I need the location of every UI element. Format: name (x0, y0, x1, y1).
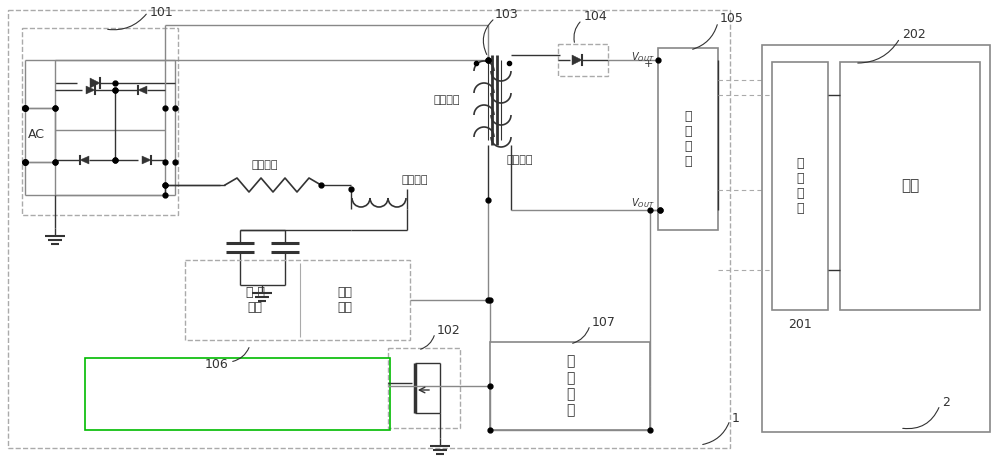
Text: 2: 2 (942, 396, 950, 409)
Text: 106: 106 (204, 358, 228, 371)
Text: $V_{OUT}$: $V_{OUT}$ (631, 50, 655, 64)
Text: 充
电
接
口: 充 电 接 口 (796, 157, 804, 215)
Text: 1: 1 (732, 412, 740, 425)
Text: 101: 101 (150, 6, 174, 18)
Text: 102: 102 (437, 323, 461, 336)
Text: 电压
采样: 电压 采样 (338, 286, 352, 314)
Text: 辅助绕组: 辅助绕组 (401, 175, 428, 185)
Text: AC: AC (28, 128, 45, 141)
Text: 201: 201 (788, 318, 812, 332)
Polygon shape (80, 156, 89, 164)
Polygon shape (90, 78, 100, 88)
Polygon shape (142, 156, 151, 164)
Polygon shape (572, 55, 582, 65)
Polygon shape (138, 86, 147, 94)
Text: 202: 202 (902, 28, 926, 41)
Text: 电 流
采样: 电 流 采样 (246, 286, 264, 314)
Text: 次级绕组: 次级绕组 (507, 155, 533, 165)
Text: 充
电
接
口: 充 电 接 口 (684, 110, 692, 168)
Text: -: - (649, 205, 653, 215)
Text: 105: 105 (720, 12, 744, 25)
Text: 初级绕组: 初级绕组 (434, 95, 460, 105)
Text: 104: 104 (584, 11, 608, 24)
Text: 电池: 电池 (901, 178, 919, 194)
Polygon shape (86, 86, 95, 94)
Text: 107: 107 (592, 316, 616, 328)
Text: 控
制
单
元: 控 制 单 元 (566, 355, 574, 417)
Text: $V_{OUT}$: $V_{OUT}$ (631, 196, 655, 210)
Text: +: + (644, 59, 653, 69)
Text: 103: 103 (495, 7, 519, 20)
Text: 检流电阻: 检流电阻 (252, 160, 278, 170)
